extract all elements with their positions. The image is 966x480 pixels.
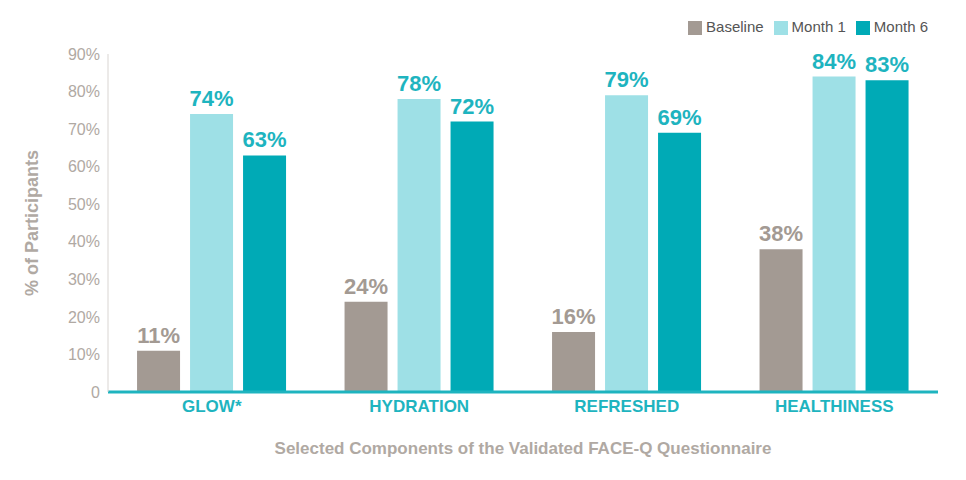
svg-text:84%: 84% <box>812 49 856 74</box>
svg-text:GLOW*: GLOW* <box>182 397 242 416</box>
svg-text:16%: 16% <box>552 304 596 329</box>
svg-text:24%: 24% <box>344 274 388 299</box>
svg-text:72%: 72% <box>450 94 494 119</box>
html-text:Baseline: Baseline <box>706 18 764 35</box>
svg-text:0: 0 <box>91 384 100 401</box>
svg-text:50%: 50% <box>68 196 100 213</box>
svg-text:78%: 78% <box>397 71 441 96</box>
svg-text:79%: 79% <box>605 67 649 92</box>
svg-text:70%: 70% <box>68 121 100 138</box>
svg-text:20%: 20% <box>68 309 100 326</box>
svg-text:69%: 69% <box>658 105 702 130</box>
svg-text:30%: 30% <box>68 271 100 288</box>
svg-text:83%: 83% <box>865 52 909 77</box>
svg-text:63%: 63% <box>243 127 287 152</box>
svg-text:REFRESHED: REFRESHED <box>574 397 679 416</box>
svg-text:10%: 10% <box>68 346 100 363</box>
svg-text:80%: 80% <box>68 83 100 100</box>
svg-text:38%: 38% <box>759 221 803 246</box>
html-text:Month 1: Month 1 <box>791 18 846 35</box>
svg-text:11%: 11% <box>137 323 180 348</box>
svg-text:HEALTHINESS: HEALTHINESS <box>775 397 894 416</box>
svg-text:% of Participants: % of Participants <box>22 150 42 296</box>
html-text:Month 6: Month 6 <box>873 18 928 35</box>
svg-text:74%: 74% <box>190 86 234 111</box>
svg-text:HYDRATION: HYDRATION <box>369 397 469 416</box>
svg-text:90%: 90% <box>68 46 100 63</box>
svg-text:40%: 40% <box>68 233 100 250</box>
svg-text:60%: 60% <box>68 158 100 175</box>
svg-text:Selected Components of the Val: Selected Components of the Validated FAC… <box>275 439 772 458</box>
